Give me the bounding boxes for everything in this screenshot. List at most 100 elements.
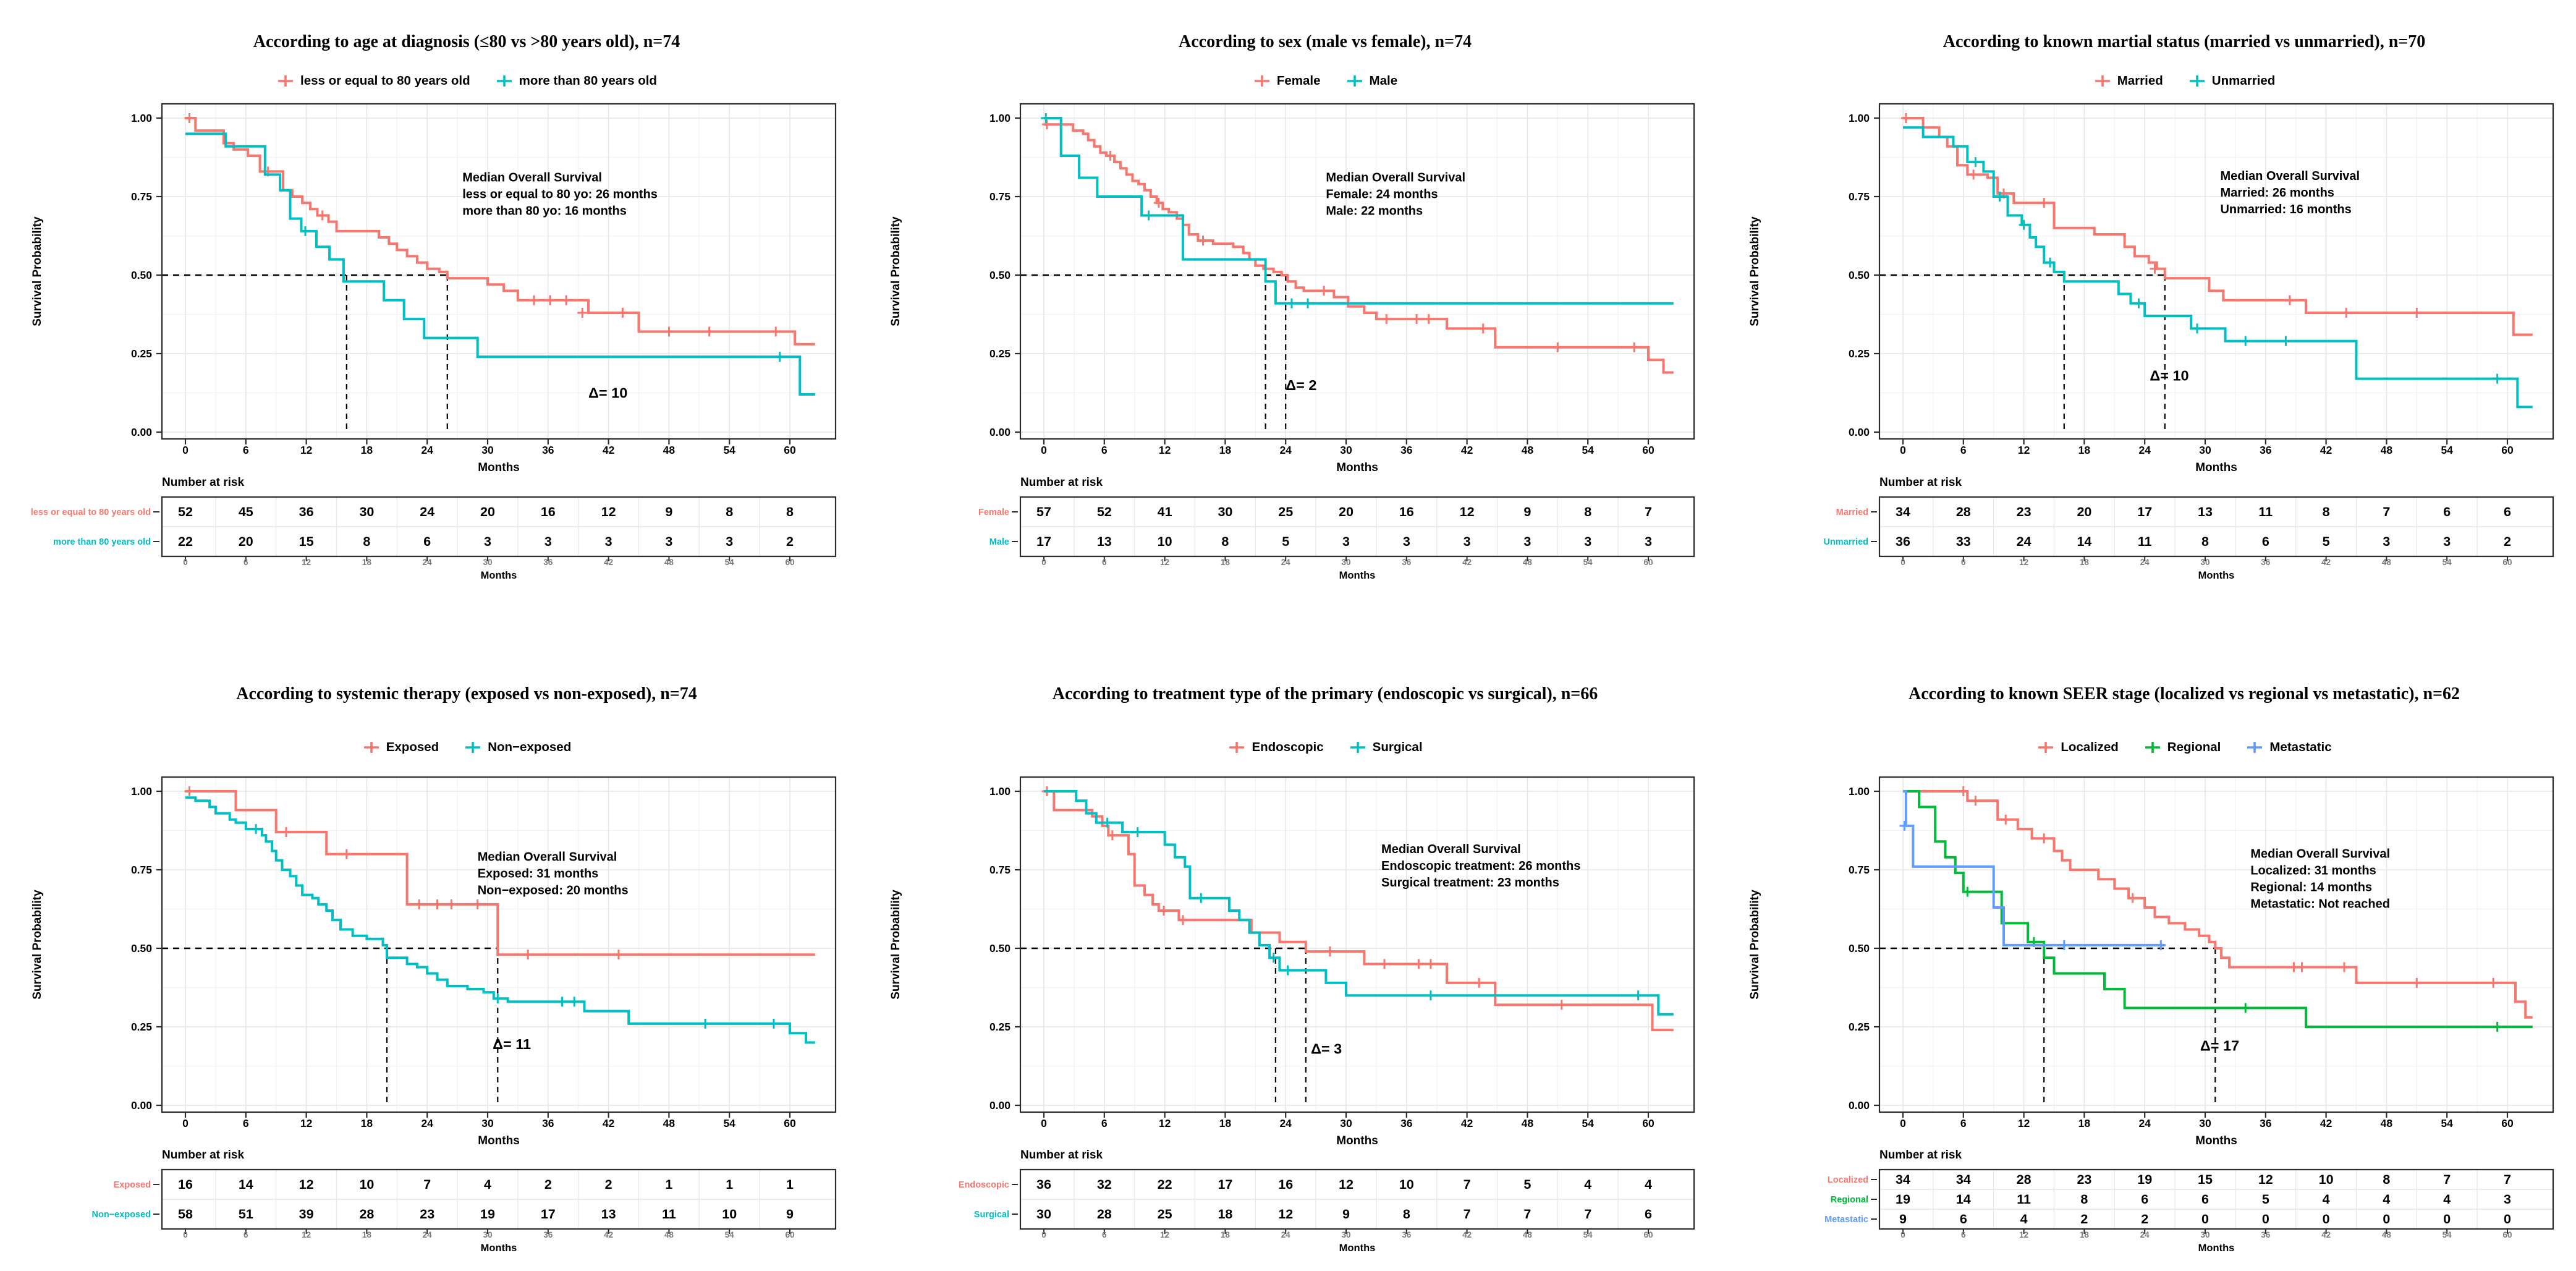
risk-value: 9 bbox=[786, 1207, 794, 1222]
x-tick-label: 42 bbox=[603, 444, 615, 456]
risk-x-tick-label: 18 bbox=[362, 1230, 372, 1239]
x-tick-label: 0 bbox=[1041, 1117, 1047, 1129]
x-tick-label: 18 bbox=[1219, 1117, 1232, 1129]
x-tick-label: 42 bbox=[1461, 444, 1473, 456]
y-tick-label: 0.25 bbox=[131, 347, 152, 360]
risk-value: 0 bbox=[2323, 1212, 2330, 1226]
risk-x-tick-label: 24 bbox=[423, 558, 433, 567]
risk-value: 28 bbox=[359, 1207, 374, 1222]
risk-value: 13 bbox=[1097, 534, 1112, 549]
risk-value: 6 bbox=[2504, 504, 2511, 519]
y-tick-label: 0.75 bbox=[131, 864, 152, 876]
x-tick-label: 60 bbox=[784, 444, 796, 456]
risk-value: 22 bbox=[178, 534, 193, 549]
median-annotation-line: Median Overall Survival bbox=[478, 851, 617, 864]
y-tick-label: 1.00 bbox=[989, 112, 1010, 124]
risk-value: 6 bbox=[2141, 1192, 2148, 1207]
risk-value: 2 bbox=[2080, 1212, 2088, 1226]
risk-value: 3 bbox=[605, 534, 612, 549]
risk-value: 10 bbox=[1399, 1177, 1414, 1192]
risk-x-tick-label: 36 bbox=[1402, 1230, 1412, 1239]
y-tick-label: 0.50 bbox=[1849, 269, 1870, 281]
plot-border bbox=[161, 103, 837, 440]
plot-legend: Female Male bbox=[896, 74, 1755, 88]
risk-x-tick-label: 12 bbox=[1160, 558, 1169, 567]
panel-title: According to treatment type of the prima… bbox=[1052, 684, 1598, 704]
risk-value: 17 bbox=[1036, 534, 1051, 549]
risk-value: 12 bbox=[299, 1177, 314, 1192]
panel-title: According to known martial status (marri… bbox=[1943, 32, 2426, 51]
number-at-risk-header: Number at risk bbox=[1020, 1149, 1103, 1162]
risk-value: 6 bbox=[2262, 534, 2269, 549]
legend-label: Localized bbox=[2061, 740, 2119, 754]
risk-value: 2 bbox=[2504, 534, 2511, 549]
x-axis-label: Months bbox=[1336, 1134, 1378, 1147]
y-tick-label: 0.25 bbox=[1849, 347, 1870, 360]
x-tick-label: 36 bbox=[542, 444, 554, 456]
risk-value: 4 bbox=[1584, 1177, 1591, 1192]
legend-item: Regional bbox=[2143, 740, 2221, 755]
x-axis-label: Months bbox=[2195, 1134, 2237, 1147]
risk-x-tick-label: 18 bbox=[362, 558, 372, 567]
y-tick-label: 0.75 bbox=[131, 190, 152, 203]
survival-curve bbox=[1044, 117, 1674, 305]
risk-value: 7 bbox=[2504, 1172, 2511, 1187]
risk-x-tick-label: 42 bbox=[2321, 1230, 2331, 1239]
risk-x-axis-label: Months bbox=[481, 1243, 517, 1254]
x-tick-label: 48 bbox=[663, 444, 676, 456]
risk-row-label: Exposed bbox=[114, 1180, 151, 1190]
risk-row-label: more than 80 years old bbox=[53, 537, 151, 547]
x-tick-label: 48 bbox=[2381, 1117, 2393, 1129]
x-tick-label: 48 bbox=[2381, 444, 2393, 456]
risk-x-tick-label: 12 bbox=[1160, 1230, 1169, 1239]
risk-value: 3 bbox=[544, 534, 552, 549]
median-annotation-line: Localized: 31 months bbox=[2250, 864, 2376, 878]
risk-x-tick-label: 6 bbox=[1961, 1230, 1966, 1239]
legend-label: Exposed bbox=[386, 740, 439, 754]
y-axis-label: Survival Probability bbox=[1748, 890, 1761, 1000]
legend-label: Male bbox=[1369, 74, 1398, 88]
risk-x-tick-label: 30 bbox=[1341, 1230, 1350, 1239]
y-tick-label: 0.50 bbox=[989, 269, 1010, 281]
risk-x-tick-label: 48 bbox=[664, 1230, 674, 1239]
legend-label: Female bbox=[1276, 74, 1321, 88]
risk-value: 30 bbox=[1218, 504, 1232, 519]
risk-value: 7 bbox=[423, 1177, 431, 1192]
plot-legend: Localized Regional Metastatic bbox=[1755, 740, 2576, 755]
risk-x-tick-label: 24 bbox=[2140, 1230, 2150, 1239]
legend-label: Unmarried bbox=[2211, 74, 2276, 88]
legend-item: Female bbox=[1253, 74, 1321, 88]
risk-value: 3 bbox=[726, 534, 733, 549]
risk-value: 24 bbox=[420, 504, 434, 519]
survival-curve bbox=[185, 117, 815, 346]
risk-x-tick-label: 0 bbox=[183, 1230, 188, 1239]
risk-x-axis-label: Months bbox=[1339, 570, 1376, 581]
survival-plot: 0 6 12 18 24 30 36 42 48 54 600.000.250.500.751.00… bbox=[889, 103, 1695, 581]
x-tick-label: 18 bbox=[361, 1117, 373, 1129]
risk-value: 8 bbox=[2080, 1192, 2088, 1207]
risk-x-tick-label: 24 bbox=[1281, 1230, 1291, 1239]
risk-row-label: Surgical bbox=[974, 1210, 1009, 1220]
risk-table-border bbox=[1019, 496, 1695, 558]
risk-x-tick-label: 60 bbox=[2502, 558, 2512, 567]
km-panel-1: According to age at diagnosis (≤80 vs >8… bbox=[0, 0, 859, 636]
plot-border bbox=[1878, 776, 2554, 1113]
y-tick-label: 0.50 bbox=[989, 942, 1010, 954]
risk-value: 11 bbox=[662, 1207, 676, 1222]
y-axis-label: Survival Probability bbox=[1748, 216, 1761, 326]
risk-row-label: less or equal to 80 years old bbox=[31, 508, 151, 517]
risk-value: 41 bbox=[1158, 504, 1172, 519]
x-tick-label: 42 bbox=[2320, 444, 2332, 456]
y-tick-label: 0.75 bbox=[989, 864, 1010, 876]
survival-curve bbox=[185, 796, 815, 1044]
survival-curve bbox=[1044, 123, 1674, 374]
risk-value: 8 bbox=[363, 534, 370, 549]
x-tick-label: 6 bbox=[1101, 444, 1108, 456]
legend-label: Regional bbox=[2167, 740, 2221, 754]
y-tick-label: 0.75 bbox=[1849, 190, 1870, 203]
risk-value: 9 bbox=[1523, 504, 1531, 519]
survival-curve bbox=[1903, 117, 2533, 336]
risk-value: 1 bbox=[665, 1177, 672, 1192]
risk-x-tick-label: 0 bbox=[1041, 558, 1046, 567]
